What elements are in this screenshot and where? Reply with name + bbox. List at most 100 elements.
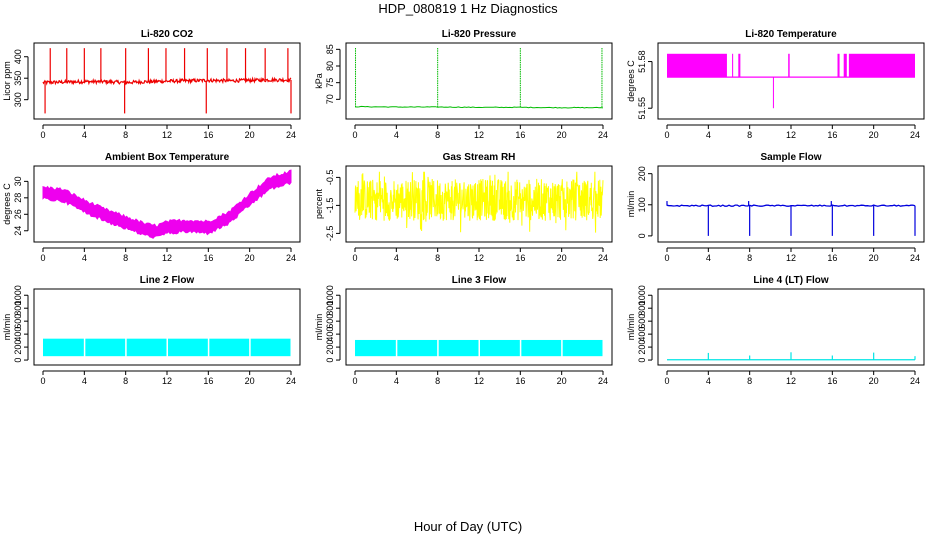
dense-band [837, 53, 840, 78]
y-tick-label: 600 [637, 314, 647, 329]
x-tick-label: 0 [352, 130, 357, 140]
x-tick-label: 24 [286, 253, 296, 263]
y-tick-label: 80 [325, 61, 335, 71]
series-line [666, 204, 916, 208]
x-tick-label: 16 [827, 253, 837, 263]
x-tick-label: 24 [598, 130, 608, 140]
panel-title: Ambient Box Temperature [105, 152, 230, 163]
y-tick-label: 800 [325, 301, 335, 316]
panel-title: Li-820 Temperature [745, 29, 837, 40]
y-tick-label: 0 [637, 358, 647, 363]
x-tick-label: 12 [474, 376, 484, 386]
y-tick-label: 1000 [325, 285, 335, 305]
y-tick-label: 100 [637, 197, 647, 212]
x-tick-label: 4 [82, 130, 87, 140]
panel-5: Gas Stream RH percent 0 4 8 12 16 20 24 -2.5 -1.5 -… [314, 152, 613, 263]
panel-title: Sample Flow [760, 152, 821, 163]
panel-frame [345, 288, 613, 366]
y-axis-label: ml/min [2, 314, 12, 341]
y-tick-label: 400 [325, 327, 335, 342]
y-tick-label: 26 [13, 209, 23, 219]
x-tick-label: 0 [40, 376, 45, 386]
y-tick-label: 0 [13, 358, 23, 363]
y-tick-label: 28 [13, 193, 23, 203]
y-tick-label: 75 [325, 78, 335, 88]
x-tick-label: 8 [435, 130, 440, 140]
x-tick-label: 4 [82, 253, 87, 263]
x-tick-label: 20 [245, 253, 255, 263]
x-tick-label: 12 [786, 376, 796, 386]
x-tick-label: 0 [664, 130, 669, 140]
series-line [354, 105, 604, 109]
y-tick-label: 85 [325, 44, 335, 54]
y-tick-label: 800 [637, 301, 647, 316]
x-tick-label: 24 [286, 376, 296, 386]
x-tick-label: 4 [394, 130, 399, 140]
dense-band [848, 53, 915, 78]
flow-band [438, 339, 479, 357]
flow-band [209, 338, 250, 357]
x-tick-label: 12 [474, 130, 484, 140]
panel-title: Li-820 CO2 [141, 29, 194, 40]
panel-frame [345, 42, 613, 120]
x-tick-label: 12 [162, 376, 172, 386]
x-tick-label: 24 [286, 130, 296, 140]
y-tick-label: 30 [13, 176, 23, 186]
dense-band [732, 53, 734, 78]
panel-2: Li-820 Pressure kPa 0 4 8 12 16 20 24 70 75 80 85 [314, 29, 613, 140]
x-tick-label: 0 [352, 376, 357, 386]
x-tick-label: 24 [910, 130, 920, 140]
x-tick-label: 24 [598, 376, 608, 386]
y-axis-label: degrees C [626, 60, 636, 102]
panel-frame [345, 165, 613, 243]
series-band [42, 169, 292, 239]
y-axis-label: ml/min [314, 314, 324, 341]
panel-title: Line 2 Flow [140, 275, 195, 286]
x-tick-label: 16 [203, 376, 213, 386]
flow-band [85, 338, 126, 357]
x-tick-label: 4 [706, 376, 711, 386]
y-axis-label: ml/min [626, 191, 636, 218]
panel-title: Gas Stream RH [443, 152, 516, 163]
x-tick-label: 20 [245, 376, 255, 386]
y-axis-label: kPa [314, 73, 324, 89]
panel-frame [657, 288, 925, 366]
y-tick-label: 0 [325, 358, 335, 363]
y-tick-label: 24 [13, 226, 23, 236]
y-tick-label: -1.5 [325, 198, 335, 214]
x-tick-label: 24 [598, 253, 608, 263]
x-tick-label: 8 [123, 253, 128, 263]
y-tick-label: 1000 [13, 285, 23, 305]
y-axis-label: ml/min [626, 314, 636, 341]
panel-frame [657, 42, 925, 120]
y-tick-label: 400 [13, 327, 23, 342]
y-tick-label: 350 [13, 71, 23, 86]
panel-title: Line 4 (LT) Flow [753, 275, 829, 286]
x-tick-label: 0 [40, 130, 45, 140]
y-tick-label: 0 [637, 233, 647, 238]
dense-band [738, 53, 741, 78]
y-tick-label: 70 [325, 94, 335, 104]
y-tick-label: -2.5 [325, 226, 335, 242]
y-tick-label: 600 [325, 314, 335, 329]
y-tick-label: -0.5 [325, 170, 335, 186]
series-line [42, 76, 292, 86]
flow-band [43, 338, 84, 357]
x-tick-label: 12 [162, 253, 172, 263]
x-tick-label: 20 [869, 130, 879, 140]
page-title: HDP_080819 1 Hz Diagnostics [378, 1, 558, 16]
y-axis-label: Licor ppm [2, 61, 12, 101]
x-tick-label: 20 [869, 253, 879, 263]
flow-band [480, 339, 520, 357]
y-tick-label: 51.55 [637, 97, 647, 120]
panel-3: Li-820 Temperature degrees C 0 4 8 12 16 20 24 51… [626, 29, 925, 140]
x-tick-label: 12 [786, 253, 796, 263]
panel-9: Line 4 (LT) Flow ml/min 0 4 8 12 16 20 24 0 200400… [626, 275, 925, 386]
x-tick-label: 16 [827, 376, 837, 386]
y-tick-label: 1000 [637, 285, 647, 305]
y-tick-label: 800 [13, 301, 23, 316]
x-tick-label: 20 [869, 376, 879, 386]
x-tick-label: 8 [747, 253, 752, 263]
y-tick-label: 600 [13, 314, 23, 329]
